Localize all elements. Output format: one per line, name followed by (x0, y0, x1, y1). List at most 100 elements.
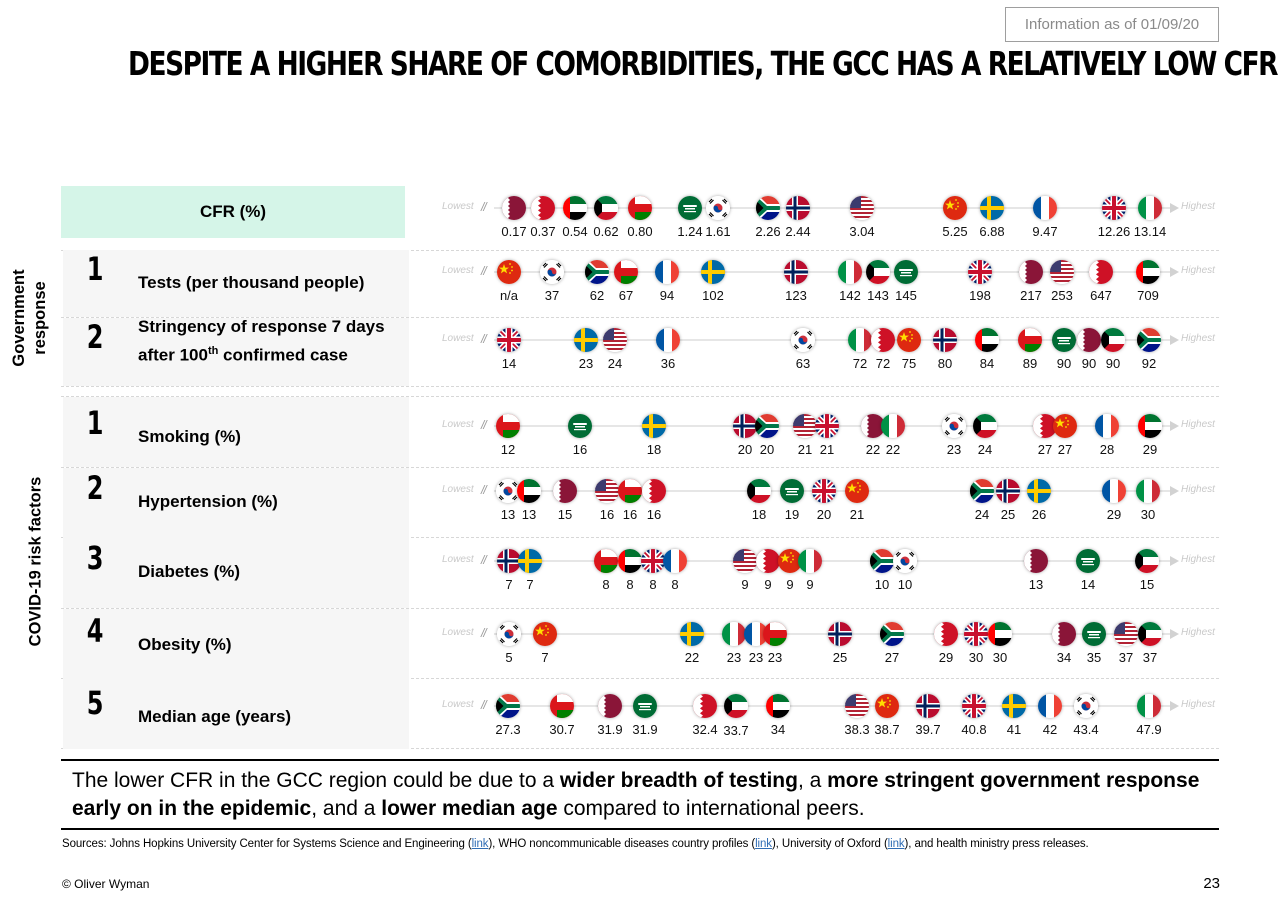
korea-flag-icon (893, 549, 917, 573)
usa-flag-icon (845, 694, 869, 718)
flag-value: 39.7 (915, 722, 941, 737)
italy-flag-icon (722, 622, 746, 646)
flag-value: 7 (526, 577, 534, 592)
flag-value: 0.54 (562, 224, 588, 239)
norway-flag-icon (733, 414, 757, 438)
oman-flag-icon (618, 479, 642, 503)
row-label-obesity: Obesity (%) (138, 635, 232, 654)
qatar-flag-icon (1077, 328, 1101, 352)
qatar-flag-icon (1019, 260, 1043, 284)
flag-value: 37 (544, 288, 560, 303)
uk-flag-icon (641, 549, 665, 573)
flag-value: 647 (1090, 288, 1112, 303)
sweden-flag-icon (680, 622, 704, 646)
scale-lowest-label: Lowest (442, 554, 474, 565)
scale-break-mark: // (481, 332, 487, 346)
flag-value: 198 (969, 288, 991, 303)
scale-axis-line (494, 705, 1170, 707)
flag-value: 80 (937, 356, 953, 371)
scale-lowest-label: Lowest (442, 201, 474, 212)
uae-flag-icon (618, 549, 642, 573)
bahrain-flag-icon (1033, 414, 1057, 438)
bahrain-flag-icon (531, 196, 555, 220)
group-label-line: Government response (10, 269, 49, 367)
row-label-smoking: Smoking (%) (138, 427, 241, 446)
korea-flag-icon (791, 328, 815, 352)
korea-flag-icon (706, 196, 730, 220)
flag-value: 0.17 (501, 224, 527, 239)
korea-flag-icon (497, 622, 521, 646)
south-africa-flag-icon (756, 196, 780, 220)
scale-axis-line (494, 560, 1170, 562)
row-separator (61, 386, 1219, 387)
flag-value: 35 (1086, 650, 1102, 665)
flag-value: 41 (1006, 722, 1022, 737)
bahrain-flag-icon (693, 694, 717, 718)
sources-text: ), University of Oxford ( (771, 838, 888, 850)
scale-lowest-label: Lowest (442, 419, 474, 430)
flag-value: 30.7 (549, 722, 575, 737)
flag-value: 9.47 (1032, 224, 1058, 239)
china-flag-icon (875, 694, 899, 718)
flag-value: 16 (646, 507, 662, 522)
row-label-panel (63, 679, 409, 749)
flag-value: 29 (1106, 507, 1122, 522)
usa-flag-icon (1050, 260, 1074, 284)
flag-value: 37 (1142, 650, 1158, 665)
row-label-panel (63, 318, 409, 386)
source-link-oxford[interactable]: link (887, 838, 905, 850)
flag-value: 7 (505, 577, 513, 592)
kuwait-flag-icon (866, 260, 890, 284)
flag-value: 31.9 (597, 722, 623, 737)
flag-value: 8 (671, 577, 679, 592)
flag-value: 5.25 (942, 224, 968, 239)
flag-value: 253 (1051, 288, 1073, 303)
flag-value: 14 (501, 356, 517, 371)
flag-value: 20 (737, 442, 753, 457)
scale-highest-label: Highest (1181, 333, 1215, 344)
oman-flag-icon (1018, 328, 1042, 352)
flag-value: 23 (726, 650, 742, 665)
sweden-flag-icon (518, 549, 542, 573)
sweden-flag-icon (642, 414, 666, 438)
conclusion-emphasis: wider breadth of testing (559, 769, 798, 792)
flag-value: 27 (1037, 442, 1053, 457)
row-label-panel (63, 609, 409, 679)
flag-value: 9 (764, 577, 772, 592)
flag-value: 34 (770, 722, 786, 737)
bahrain-flag-icon (871, 328, 895, 352)
copyright: © Oliver Wyman (62, 877, 150, 891)
uk-flag-icon (1102, 196, 1126, 220)
flag-value: 38.7 (874, 722, 900, 737)
flag-value: 8 (649, 577, 657, 592)
scale-highest-label: Highest (1181, 419, 1215, 430)
scale-highest-label: Highest (1181, 627, 1215, 638)
flag-value: 7 (541, 650, 549, 665)
source-link-jhu[interactable]: link (471, 838, 489, 850)
scale-arrow-icon (1170, 335, 1179, 345)
flag-value: 72 (852, 356, 868, 371)
scale-lowest-label: Lowest (442, 333, 474, 344)
flag-value: 92 (1141, 356, 1157, 371)
row-number: 3 (86, 539, 104, 577)
row-label-stringency: Stringency of response 7 days after 100th… (138, 315, 385, 368)
flag-value: 23 (578, 356, 594, 371)
usa-flag-icon (603, 328, 627, 352)
flag-value: 24 (607, 356, 623, 371)
sweden-flag-icon (980, 196, 1004, 220)
flag-value: 27.3 (495, 722, 521, 737)
source-link-who[interactable]: link (755, 838, 772, 850)
flag-value: 18 (646, 442, 662, 457)
flag-value: 0.62 (593, 224, 619, 239)
oman-flag-icon (763, 622, 787, 646)
bahrain-flag-icon (756, 549, 780, 573)
flag-value: 22 (865, 442, 881, 457)
bahrain-flag-icon (934, 622, 958, 646)
flag-value: 13 (1028, 577, 1044, 592)
sweden-flag-icon (574, 328, 598, 352)
sources-text: ), WHO noncommunicable diseases country … (488, 838, 756, 850)
row-number: 1 (86, 404, 104, 442)
south-africa-flag-icon (496, 694, 520, 718)
uk-flag-icon (962, 694, 986, 718)
flag-value: 37 (1118, 650, 1134, 665)
